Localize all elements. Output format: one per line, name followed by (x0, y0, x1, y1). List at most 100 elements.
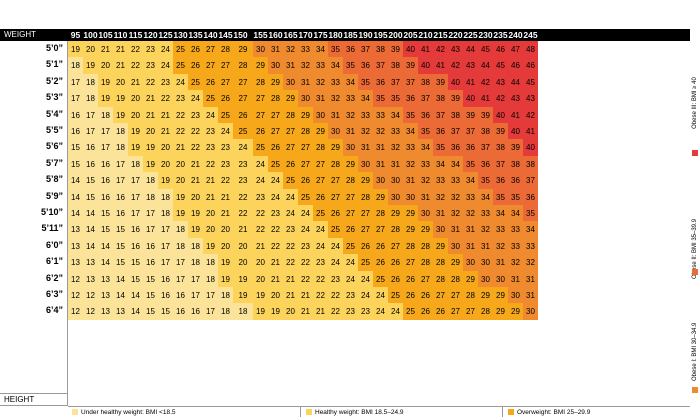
bmi-cell: 41 (478, 90, 493, 108)
bmi-cell: 30 (343, 139, 358, 157)
bmi-cell: 24 (298, 205, 313, 222)
bmi-cell: 14 (68, 205, 83, 222)
bmi-cell: 23 (268, 205, 283, 222)
bmi-cell: 21 (113, 41, 128, 58)
bmi-cell: 28 (313, 139, 328, 157)
bmi-cell: 31 (523, 270, 538, 288)
bmi-cell: 26 (403, 270, 418, 288)
bmi-cell: 22 (233, 205, 253, 222)
bmi-cell: 20 (143, 123, 158, 140)
bmi-cell: 14 (98, 254, 113, 272)
bmi-cell: 14 (98, 237, 113, 255)
weight-tick: 100 (83, 30, 98, 40)
bmi-cell: 19 (203, 237, 218, 255)
height-tick: 5’0” (45, 43, 63, 53)
bmi-cell: 25 (173, 57, 188, 75)
bmi-cell: 20 (128, 90, 143, 108)
bmi-cell: 31 (283, 57, 298, 75)
bmi-cell: 31 (388, 155, 403, 173)
bmi-cell: 20 (233, 237, 253, 255)
weight-tick: 225 (463, 30, 478, 40)
bmi-cell: 18 (128, 155, 143, 173)
bmi-cell: 21 (283, 287, 298, 304)
bmi-cell: 46 (493, 41, 508, 58)
bmi-cell: 21 (298, 303, 313, 321)
bmi-cell: 24 (158, 41, 173, 58)
bmi-cell: 15 (113, 254, 128, 272)
bmi-cell: 21 (158, 106, 173, 124)
bmi-cell: 27 (233, 73, 253, 91)
bmi-cell: 14 (113, 270, 128, 288)
bmi-cell: 33 (373, 106, 388, 124)
bmi-cell: 32 (463, 205, 478, 222)
bmi-cell: 35 (388, 90, 403, 108)
bmi-cell: 31 (373, 155, 388, 173)
bmi-cell: 24 (173, 73, 188, 91)
bmi-cell: 26 (298, 172, 313, 190)
bmi-cell: 41 (418, 41, 433, 58)
bmi-cell: 34 (343, 73, 358, 91)
bmi-cell: 30 (418, 205, 433, 222)
bmi-cell: 28 (418, 237, 433, 255)
bmi-cell: 43 (508, 90, 523, 108)
weight-tick: 210 (418, 30, 433, 40)
bmi-cell: 33 (403, 139, 418, 157)
bmi-cell: 31 (478, 237, 493, 255)
bmi-cell: 37 (463, 123, 478, 140)
bmi-cell: 24 (328, 254, 343, 272)
bmi-cell: 13 (98, 303, 113, 321)
bmi-cell: 29 (448, 254, 463, 272)
bmi-cell: 19 (218, 254, 233, 272)
legend-obese-3-label: Obese III: BMI ≥ 40 (692, 77, 698, 129)
bmi-cell: 23 (253, 188, 268, 206)
bmi-cell: 26 (418, 287, 433, 304)
bmi-cell: 29 (328, 139, 343, 157)
bmi-cell: 27 (328, 172, 343, 190)
bmi-cell: 20 (268, 287, 283, 304)
bmi-cell: 14 (68, 188, 83, 206)
bmi-cell: 33 (523, 237, 538, 255)
bmi-cell: 28 (478, 303, 493, 321)
legend-overweight: Overweight: BMI 25–29.9 (508, 408, 590, 417)
weight-tick: 175 (313, 30, 328, 40)
bmi-cell: 21 (218, 188, 233, 206)
bmi-cell: 15 (128, 270, 143, 288)
bmi-cell: 32 (373, 123, 388, 140)
bmi-cell: 21 (203, 172, 218, 190)
weight-tick: 125 (158, 30, 173, 40)
weight-tick: 135 (188, 30, 203, 40)
bmi-cell: 39 (448, 90, 463, 108)
bmi-cell: 27 (433, 287, 448, 304)
bmi-cell: 44 (478, 57, 493, 75)
bmi-cell: 31 (313, 90, 328, 108)
bmi-cell: 34 (493, 205, 508, 222)
height-tick: 5’2” (45, 75, 63, 86)
bmi-cell: 21 (113, 57, 128, 75)
bmi-cell: 18 (218, 287, 233, 304)
bmi-cell: 29 (233, 41, 253, 58)
bmi-cell: 29 (313, 123, 328, 140)
bmi-cell: 42 (523, 106, 538, 124)
bmi-cell: 37 (433, 106, 448, 124)
bmi-cell: 38 (523, 155, 538, 173)
bmi-cell: 38 (508, 155, 523, 173)
bmi-cell: 29 (358, 172, 373, 190)
bmi-cell: 18 (218, 303, 233, 321)
bmi-cell: 25 (403, 303, 418, 321)
bmi-cell: 29 (253, 57, 268, 75)
bmi-cell: 38 (373, 41, 388, 58)
bmi-cell: 25 (253, 139, 268, 157)
bmi-cell: 28 (253, 73, 268, 91)
bmi-cell: 18 (188, 237, 203, 255)
bmi-cell: 24 (283, 188, 298, 206)
bmi-cell: 23 (218, 155, 233, 173)
bmi-cell: 27 (343, 205, 358, 222)
bmi-cell: 30 (508, 287, 523, 304)
weight-tick: 200 (388, 30, 403, 40)
bmi-cell: 43 (523, 90, 538, 108)
bmi-cell: 19 (113, 90, 128, 108)
bmi-cell: 28 (268, 90, 283, 108)
bmi-cell: 26 (203, 73, 218, 91)
height-tick: 5’5” (45, 125, 63, 135)
bmi-cell: 26 (328, 205, 343, 222)
